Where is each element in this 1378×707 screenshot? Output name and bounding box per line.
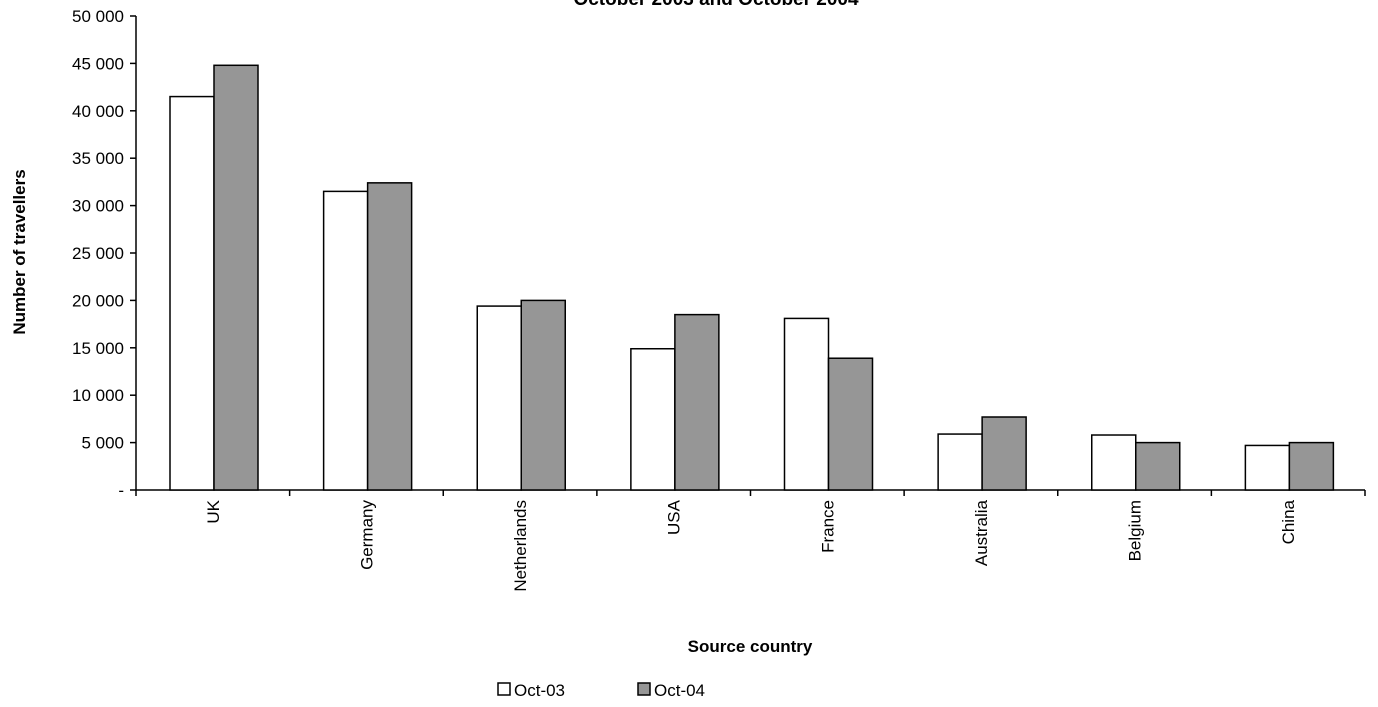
bar-oct-04-belgium [1135, 441, 1181, 491]
category-label: UK [204, 499, 223, 523]
x-axis [135, 489, 1366, 496]
y-tick-label: 35 000 [72, 149, 124, 168]
bars [169, 64, 1335, 491]
y-tick-label: 25 000 [72, 244, 124, 263]
category-label: USA [665, 499, 684, 535]
x-axis-title: Source country [688, 637, 813, 656]
category-label: Belgium [1126, 500, 1145, 561]
bar-oct-04-germany [366, 182, 413, 491]
y-tick-label: 40 000 [72, 102, 124, 121]
bar-oct-03-uk [169, 95, 215, 491]
category-label: France [818, 500, 837, 553]
bar-oct-04-uk [213, 64, 259, 491]
y-tick-label: 5 000 [81, 434, 124, 453]
legend-swatch-oct-03 [497, 682, 511, 696]
bar-oct-03-australia [937, 433, 983, 491]
y-tick-label: 30 000 [72, 197, 124, 216]
y-axis: - 5 000 10 000 15 000 20 000 25 000 30 000 35 0… [72, 7, 137, 500]
y-tick-label: 50 000 [72, 7, 124, 26]
bar-oct-03-germany [322, 190, 369, 491]
legend-label: Oct-03 [514, 681, 565, 700]
legend-swatch-oct-04 [637, 682, 651, 696]
bar-oct-04-france [827, 357, 874, 491]
y-tick-label: 10 000 [72, 386, 124, 405]
y-axis-title: Number of travellers [10, 169, 29, 334]
category-label: China [1279, 499, 1298, 544]
bar-oct-03-belgium [1091, 434, 1137, 491]
y-tick-label: 15 000 [72, 339, 124, 358]
bar-oct-04-china [1288, 441, 1335, 491]
bar-oct-03-china [1244, 444, 1291, 491]
category-label: Australia [972, 499, 991, 566]
y-tick-label: 45 000 [72, 54, 124, 73]
chart-title: October 2003 and October 2004 [573, 0, 859, 10]
category-labels: UK Germany Netherlands USA France Australia Be… [204, 499, 1298, 591]
y-tick-label: - [118, 481, 124, 500]
bar-oct-03-france [783, 317, 830, 491]
bar-oct-04-netherlands [520, 299, 566, 491]
bar-oct-03-netherlands [476, 305, 522, 491]
category-label: Netherlands [511, 500, 530, 592]
legend-label: Oct-04 [654, 681, 705, 700]
bar-oct-04-usa [674, 313, 720, 491]
category-label: Germany [357, 500, 376, 570]
bar-oct-04-australia [981, 416, 1027, 491]
legend: Oct-03 Oct-04 [497, 681, 705, 700]
y-tick-label: 20 000 [72, 291, 124, 310]
bar-oct-03-usa [630, 347, 676, 491]
